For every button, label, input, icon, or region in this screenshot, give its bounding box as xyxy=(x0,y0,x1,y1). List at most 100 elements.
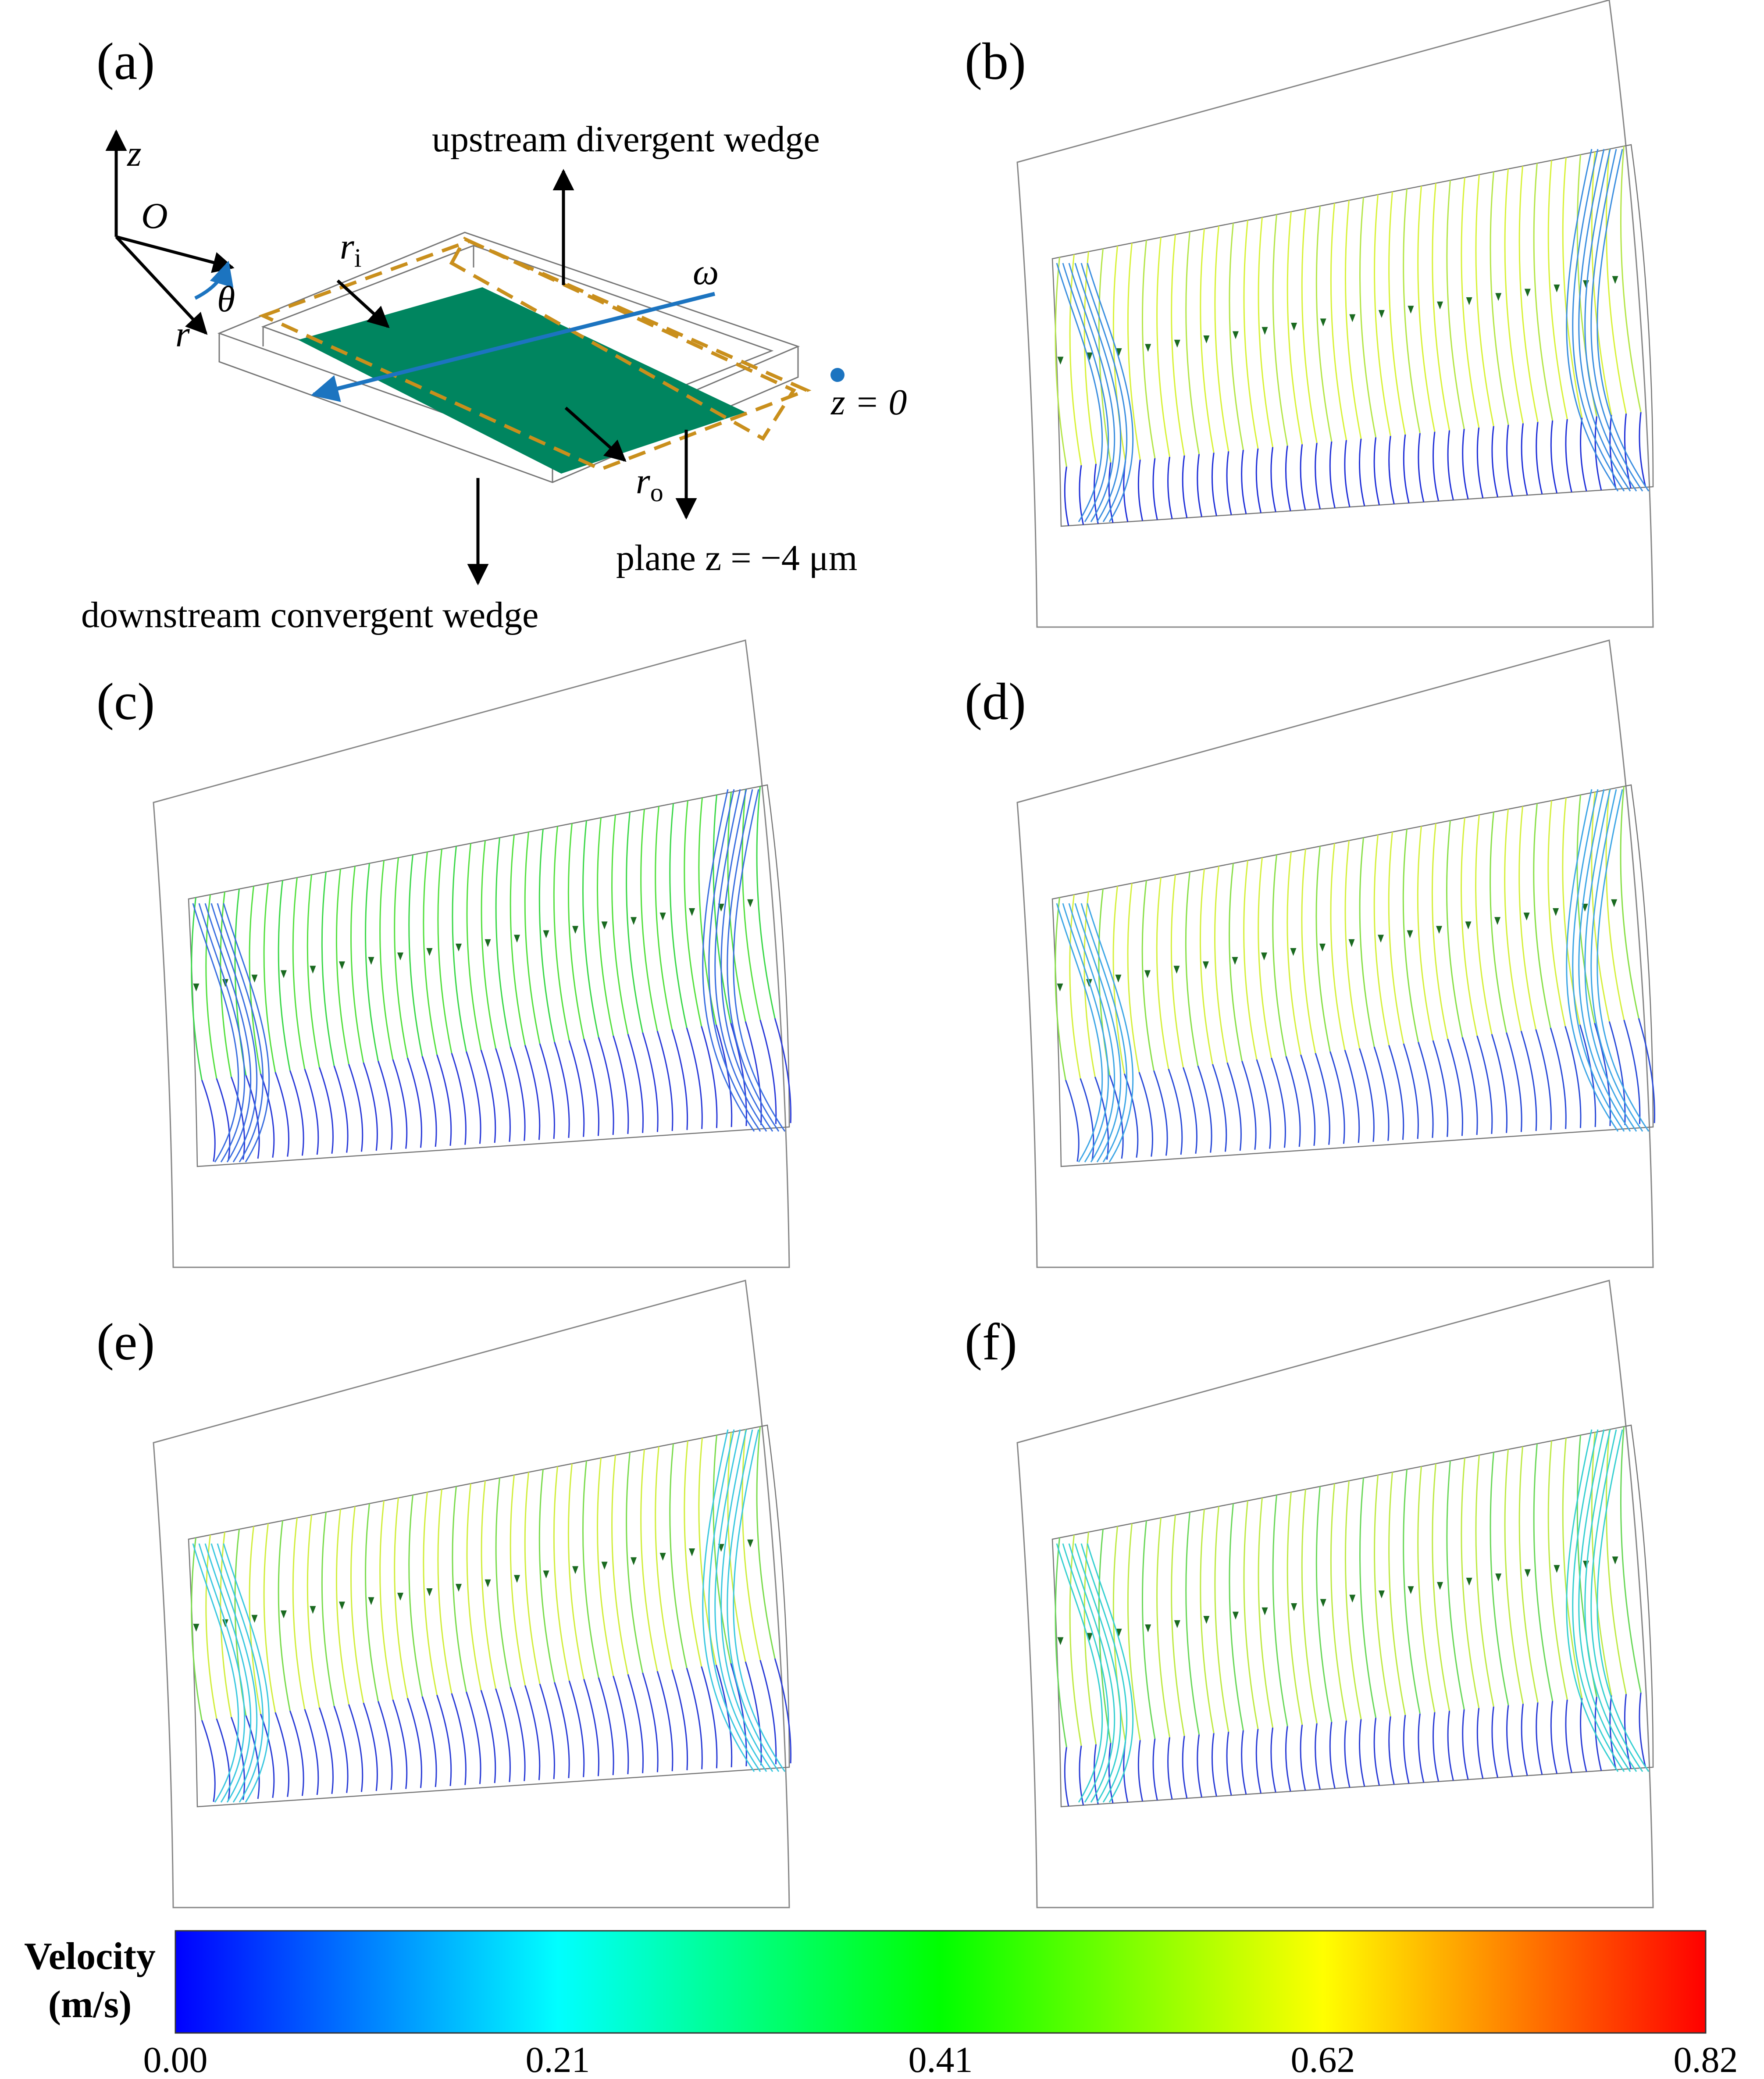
streamline xyxy=(1388,1716,1395,1785)
streamline xyxy=(1597,1429,1650,1772)
streamline xyxy=(191,897,203,1081)
streamline xyxy=(1258,857,1272,1058)
streamline xyxy=(1301,849,1316,1053)
streamline xyxy=(1315,1486,1333,1722)
flow-arrow xyxy=(280,1610,287,1619)
streamline xyxy=(321,1512,335,1706)
colorbar-title-line2: (m/s) xyxy=(48,1983,132,2026)
streamline xyxy=(669,803,688,1028)
streamline xyxy=(1068,263,1115,522)
streamline xyxy=(714,789,767,1132)
streamline xyxy=(1359,1048,1375,1142)
streamline xyxy=(1087,1543,1134,1803)
r-i-arrow xyxy=(336,279,390,328)
streamline xyxy=(1566,149,1619,492)
streamline xyxy=(701,1026,718,1128)
streamline xyxy=(289,1070,304,1156)
streamline xyxy=(249,886,261,1074)
flow-arrow xyxy=(485,939,491,947)
streamline xyxy=(1182,455,1188,518)
streamline xyxy=(1315,1053,1330,1145)
streamline xyxy=(1623,1020,1641,1124)
streamline xyxy=(1518,1446,1539,1703)
sector-frame xyxy=(153,639,790,1268)
streamline xyxy=(292,877,306,1070)
streamline xyxy=(1550,1027,1567,1129)
streamline xyxy=(1590,789,1643,1132)
streamline xyxy=(1590,149,1643,492)
streamline xyxy=(524,1472,541,1684)
flow-arrow xyxy=(1320,318,1326,327)
streamline xyxy=(1620,146,1642,413)
streamline xyxy=(1074,1543,1122,1803)
streamline xyxy=(741,789,761,1020)
streamline xyxy=(363,1062,378,1151)
streamline xyxy=(1491,1034,1508,1133)
flow-arrow xyxy=(1495,1573,1502,1582)
streamline xyxy=(684,800,702,1027)
streamline xyxy=(466,1051,481,1144)
flow-arrow xyxy=(310,966,316,974)
streamline xyxy=(1605,149,1627,414)
streamline xyxy=(1285,1726,1291,1792)
streamline xyxy=(1506,1032,1522,1132)
streamline xyxy=(1258,217,1274,447)
wedge-outlines xyxy=(258,236,812,471)
streamline xyxy=(510,834,526,1045)
flow-arrow xyxy=(426,948,433,956)
streamline xyxy=(583,1038,599,1136)
streamline xyxy=(1171,234,1185,456)
streamline-plot-b xyxy=(1016,0,1654,628)
streamline xyxy=(1168,1069,1183,1155)
streamline xyxy=(466,1691,481,1784)
streamline xyxy=(553,1466,570,1681)
streamline xyxy=(1373,834,1390,1045)
streamline xyxy=(1461,1458,1480,1708)
streamline xyxy=(1330,1483,1347,1721)
streamline xyxy=(640,1449,658,1672)
streamline xyxy=(1080,1543,1128,1803)
flow-arrow xyxy=(397,952,403,961)
streamline xyxy=(1506,1705,1513,1777)
streamline xyxy=(201,1720,216,1802)
streamline xyxy=(1156,877,1169,1070)
streamline xyxy=(715,1024,733,1127)
streamline xyxy=(234,1529,247,1716)
streamline xyxy=(1055,257,1067,467)
streamline xyxy=(1270,447,1276,512)
flow-arrow xyxy=(310,1606,316,1614)
r-i-label: ri xyxy=(340,226,361,272)
flow-arrow xyxy=(659,1553,666,1561)
streamline xyxy=(554,1682,570,1779)
streamline xyxy=(1475,175,1494,427)
streamline xyxy=(656,1031,674,1131)
streamline xyxy=(1491,1706,1499,1778)
flow-arrow xyxy=(1408,306,1414,314)
streamline xyxy=(192,903,239,1163)
streamline xyxy=(394,1498,408,1698)
streamline xyxy=(510,1046,526,1141)
streamline xyxy=(1300,1054,1316,1146)
streamline xyxy=(1597,149,1650,492)
streamline-plot-f xyxy=(1016,1280,1654,1908)
streamline xyxy=(223,1543,270,1803)
flow-arrow xyxy=(1261,952,1267,961)
streamline xyxy=(1315,442,1321,509)
streamline xyxy=(304,1069,319,1155)
flow-arrow xyxy=(1173,966,1180,974)
streamline xyxy=(733,789,786,1132)
streamline xyxy=(1137,460,1144,521)
axis-r-label: r xyxy=(175,314,190,355)
flow-arrow xyxy=(1407,930,1413,938)
streamline xyxy=(727,1432,746,1662)
streamline xyxy=(1639,1692,1646,1768)
streamline xyxy=(1065,1080,1080,1162)
streamline xyxy=(1447,1711,1454,1781)
streamline xyxy=(1432,183,1450,431)
streamline xyxy=(1609,1695,1617,1770)
streamline xyxy=(727,1429,780,1772)
streamline xyxy=(1185,232,1200,454)
streamline xyxy=(1141,880,1155,1071)
streamline xyxy=(1156,237,1170,457)
streamline xyxy=(365,863,379,1061)
